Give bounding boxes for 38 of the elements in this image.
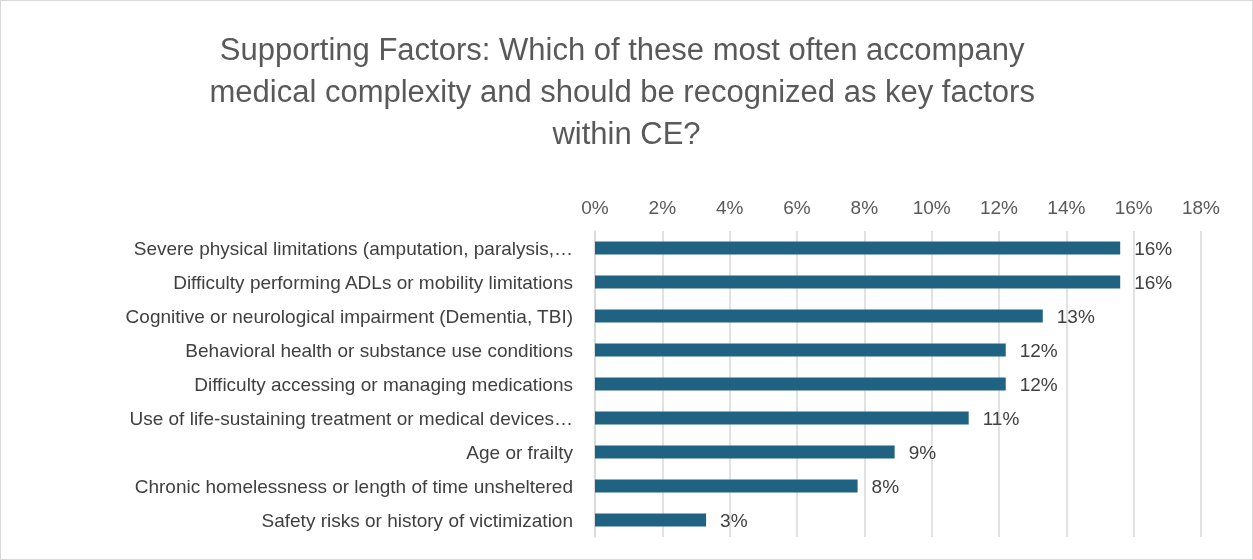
- x-tick-label: 8%: [850, 197, 879, 218]
- bar: [595, 377, 1006, 391]
- bar: [595, 445, 895, 459]
- y-tick-label: Safety risks or history of victimization: [261, 509, 573, 531]
- x-tick-label: 10%: [912, 197, 951, 218]
- data-label: 12%: [1019, 339, 1058, 361]
- bar: [595, 343, 1006, 357]
- x-tick-label: 16%: [1114, 197, 1153, 218]
- bar: [595, 479, 858, 493]
- data-label: 13%: [1056, 305, 1095, 327]
- x-tick-label: 12%: [979, 197, 1019, 218]
- y-tick-label: Behavioral health or substance use conditions: [185, 339, 573, 361]
- x-tick-label: 14%: [1047, 197, 1086, 218]
- data-label: 3%: [720, 509, 748, 531]
- data-label: 9%: [908, 441, 937, 463]
- data-label: 11%: [982, 407, 1020, 429]
- y-tick-label: Severe physical limitations (amputation, paralysis,…: [133, 237, 573, 259]
- y-tick-label: Difficulty accessing or managing medications: [194, 373, 573, 395]
- data-label: 16%: [1134, 271, 1173, 293]
- bar: [595, 411, 969, 425]
- x-tick-label: 18%: [1181, 197, 1221, 218]
- data-label: 16%: [1134, 237, 1173, 259]
- bar: [595, 275, 1121, 289]
- bar: [595, 241, 1121, 255]
- data-label: 12%: [1019, 373, 1058, 395]
- bar: [595, 513, 707, 527]
- x-tick-label: 6%: [783, 197, 811, 218]
- data-label: 8%: [871, 475, 900, 497]
- chart-title: Supporting Factors: Which of these most often accompany medical complexity and should be recognized as key factors within CE?: [209, 31, 1044, 151]
- y-tick-label: Use of life-sustaining treatment or medical devices…: [129, 407, 573, 429]
- y-tick-label: Age or frailty: [466, 441, 574, 463]
- x-tick-label: 0%: [581, 197, 609, 218]
- y-tick-label: Difficulty performing ADLs or mobility limitations: [173, 271, 573, 293]
- x-tick-label: 4%: [715, 197, 744, 218]
- x-tick-label: 2%: [648, 197, 677, 218]
- y-tick-label: Cognitive or neurological impairment (Dementia, TBI): [125, 305, 573, 327]
- y-tick-label: Chronic homelessness or length of time unsheltered: [134, 475, 573, 497]
- bar: [595, 309, 1043, 323]
